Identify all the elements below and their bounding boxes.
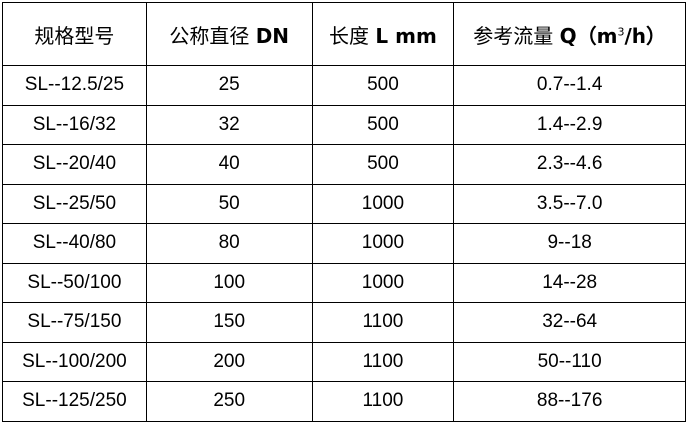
- cell-model: SL--100/200: [2, 341, 147, 382]
- cell-model: SL--12.5/25: [2, 65, 147, 106]
- cell-model: SL--75/150: [2, 302, 147, 343]
- header-dn-unit: DN: [255, 23, 290, 48]
- cell-dn: 25: [145, 65, 313, 106]
- cell-flow: 2.3--4.6: [453, 144, 686, 185]
- table-row: SL--40/80 80 1000 9--18: [2, 223, 686, 264]
- cell-flow: 1.4--2.9: [453, 104, 686, 145]
- table-row: SL--16/32 32 500 1.4--2.9: [2, 104, 686, 145]
- cell-flow: 3.5--7.0: [453, 183, 686, 224]
- cell-model: SL--25/50: [2, 183, 147, 224]
- header-length-unit: L mm: [375, 23, 437, 48]
- cell-flow: 9--18: [453, 223, 686, 264]
- header-model-text: 规格型号: [34, 23, 115, 48]
- cell-length: 1000: [311, 262, 455, 303]
- cell-model: SL--125/250: [2, 381, 147, 422]
- table-row: SL--125/250 250 1100 88--176: [2, 381, 686, 422]
- cell-length: 1000: [311, 183, 455, 224]
- cell-length: 1100: [311, 302, 455, 343]
- cell-dn: 32: [145, 104, 313, 145]
- cell-model: SL--20/40: [2, 144, 147, 185]
- header-length: 长度 L mm: [311, 2, 455, 66]
- cell-dn: 200: [145, 341, 313, 382]
- cell-length: 500: [311, 65, 455, 106]
- header-flow-sup: 3: [617, 24, 625, 38]
- header-flow: 参考流量 Q（m3/h）: [453, 2, 686, 66]
- cell-flow: 50--110: [453, 341, 686, 382]
- cell-model: SL--16/32: [2, 104, 147, 145]
- table-row: SL--50/100 100 1000 14--28: [2, 262, 686, 303]
- cell-model: SL--50/100: [2, 262, 147, 303]
- header-flow-unit-close: /h）: [624, 23, 667, 48]
- table-row: SL--12.5/25 25 500 0.7--1.4: [2, 65, 686, 106]
- cell-dn: 80: [145, 223, 313, 264]
- table-row: SL--25/50 50 1000 3.5--7.0: [2, 183, 686, 224]
- cell-dn: 250: [145, 381, 313, 422]
- header-row: 规格型号 公称直径 DN 长度 L mm 参考流量 Q（m3/h）: [2, 2, 686, 66]
- cell-length: 500: [311, 104, 455, 145]
- header-model: 规格型号: [2, 2, 147, 66]
- cell-length: 500: [311, 144, 455, 185]
- header-dn: 公称直径 DN: [145, 2, 313, 66]
- table-row: SL--75/150 150 1100 32--64: [2, 302, 686, 343]
- cell-dn: 150: [145, 302, 313, 343]
- header-flow-label: 参考流量: [473, 23, 554, 48]
- table-row: SL--100/200 200 1100 50--110: [2, 341, 686, 382]
- header-flow-unit: Q（m: [559, 23, 618, 48]
- cell-length: 1000: [311, 223, 455, 264]
- cell-dn: 50: [145, 183, 313, 224]
- table-row: SL--20/40 40 500 2.3--4.6: [2, 144, 686, 185]
- cell-model: SL--40/80: [2, 223, 147, 264]
- header-dn-label: 公称直径: [169, 23, 250, 48]
- cell-length: 1100: [311, 381, 455, 422]
- cell-flow: 88--176: [453, 381, 686, 422]
- cell-flow: 14--28: [453, 262, 686, 303]
- cell-dn: 40: [145, 144, 313, 185]
- header-length-label: 长度: [329, 23, 370, 48]
- cell-dn: 100: [145, 262, 313, 303]
- cell-flow: 0.7--1.4: [453, 65, 686, 106]
- cell-flow: 32--64: [453, 302, 686, 343]
- cell-length: 1100: [311, 341, 455, 382]
